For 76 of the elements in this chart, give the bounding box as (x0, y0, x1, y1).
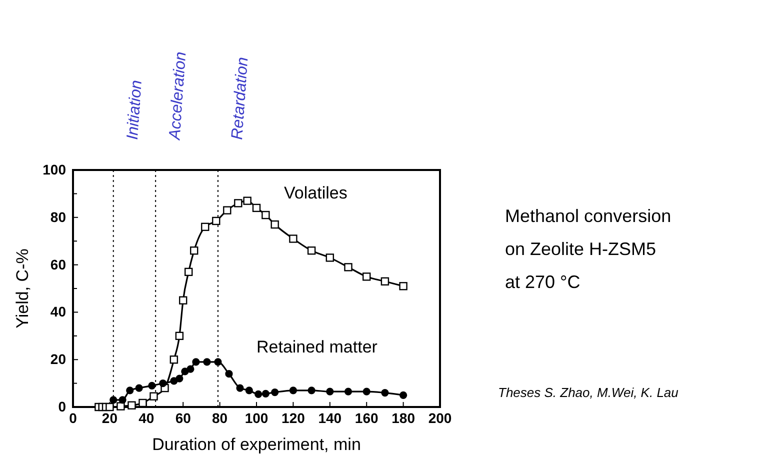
series-label: Volatiles (284, 183, 348, 202)
x-tick-label: 160 (354, 410, 378, 426)
point (252, 204, 261, 212)
point (135, 384, 143, 392)
point (116, 402, 125, 410)
point (223, 206, 232, 214)
x-tick-label: 140 (318, 410, 342, 426)
point (192, 358, 200, 366)
point (234, 199, 242, 208)
point (400, 391, 408, 399)
ref-line-label: Acceleration (166, 51, 190, 142)
x-axis-title: Duration of experiment, min (152, 435, 361, 454)
point (186, 365, 194, 373)
point (262, 390, 270, 398)
point (175, 332, 184, 340)
point (150, 392, 158, 400)
x-tick-label: 60 (175, 410, 192, 426)
point (289, 234, 298, 243)
text: Methanol conversion (505, 206, 672, 226)
point (176, 374, 184, 382)
point (201, 222, 210, 231)
point (362, 272, 371, 281)
point (307, 246, 316, 255)
ref-line-label: Initiation (124, 80, 146, 140)
point (106, 402, 114, 412)
point (184, 268, 193, 276)
point (159, 380, 167, 388)
point (110, 396, 118, 404)
x-tick-label: 80 (212, 410, 228, 426)
point (225, 370, 233, 378)
point (344, 388, 352, 396)
point (254, 390, 262, 398)
point (128, 401, 136, 410)
point (326, 254, 334, 262)
point (118, 396, 126, 404)
point (381, 388, 389, 397)
x-tick-label: 200 (428, 410, 452, 426)
point (270, 220, 279, 229)
point (326, 388, 334, 396)
point (203, 358, 211, 366)
point (179, 296, 188, 304)
series-label: Retained matter (256, 337, 378, 356)
point (212, 216, 220, 226)
point (308, 386, 316, 394)
y-tick-label: 0 (58, 398, 66, 414)
text: Theses S. Zhao, M.Wei, K. Lau (498, 385, 678, 400)
point (380, 277, 390, 286)
y-tick-label: 80 (50, 208, 66, 225)
x-tick-label: 0 (69, 410, 78, 426)
y-tick-label: 100 (42, 161, 66, 178)
point (148, 382, 156, 390)
point (262, 210, 270, 220)
y-tick-label: 60 (50, 256, 66, 272)
point (170, 356, 178, 364)
x-tick-label: 180 (392, 410, 416, 426)
point (214, 358, 222, 366)
point (126, 386, 134, 394)
point (271, 388, 279, 396)
y-tick-label: 40 (50, 304, 66, 320)
point (236, 384, 244, 392)
point (362, 388, 370, 396)
x-tick-label: 100 (244, 410, 268, 426)
ref-line-label: Retardation (228, 56, 252, 140)
point (243, 196, 252, 205)
point (190, 246, 198, 255)
y-axis-title: Yield, C-% (13, 248, 32, 328)
x-tick-label: 120 (282, 410, 306, 426)
text: at 270 °C (505, 272, 580, 292)
y-tick-label: 20 (50, 351, 66, 368)
point (399, 282, 408, 290)
point (289, 386, 297, 394)
point (344, 263, 352, 272)
point (245, 386, 253, 394)
x-tick-label: 20 (102, 410, 118, 426)
x-tick-label: 40 (138, 410, 154, 426)
text: on Zeolite H-ZSM5 (505, 239, 656, 259)
